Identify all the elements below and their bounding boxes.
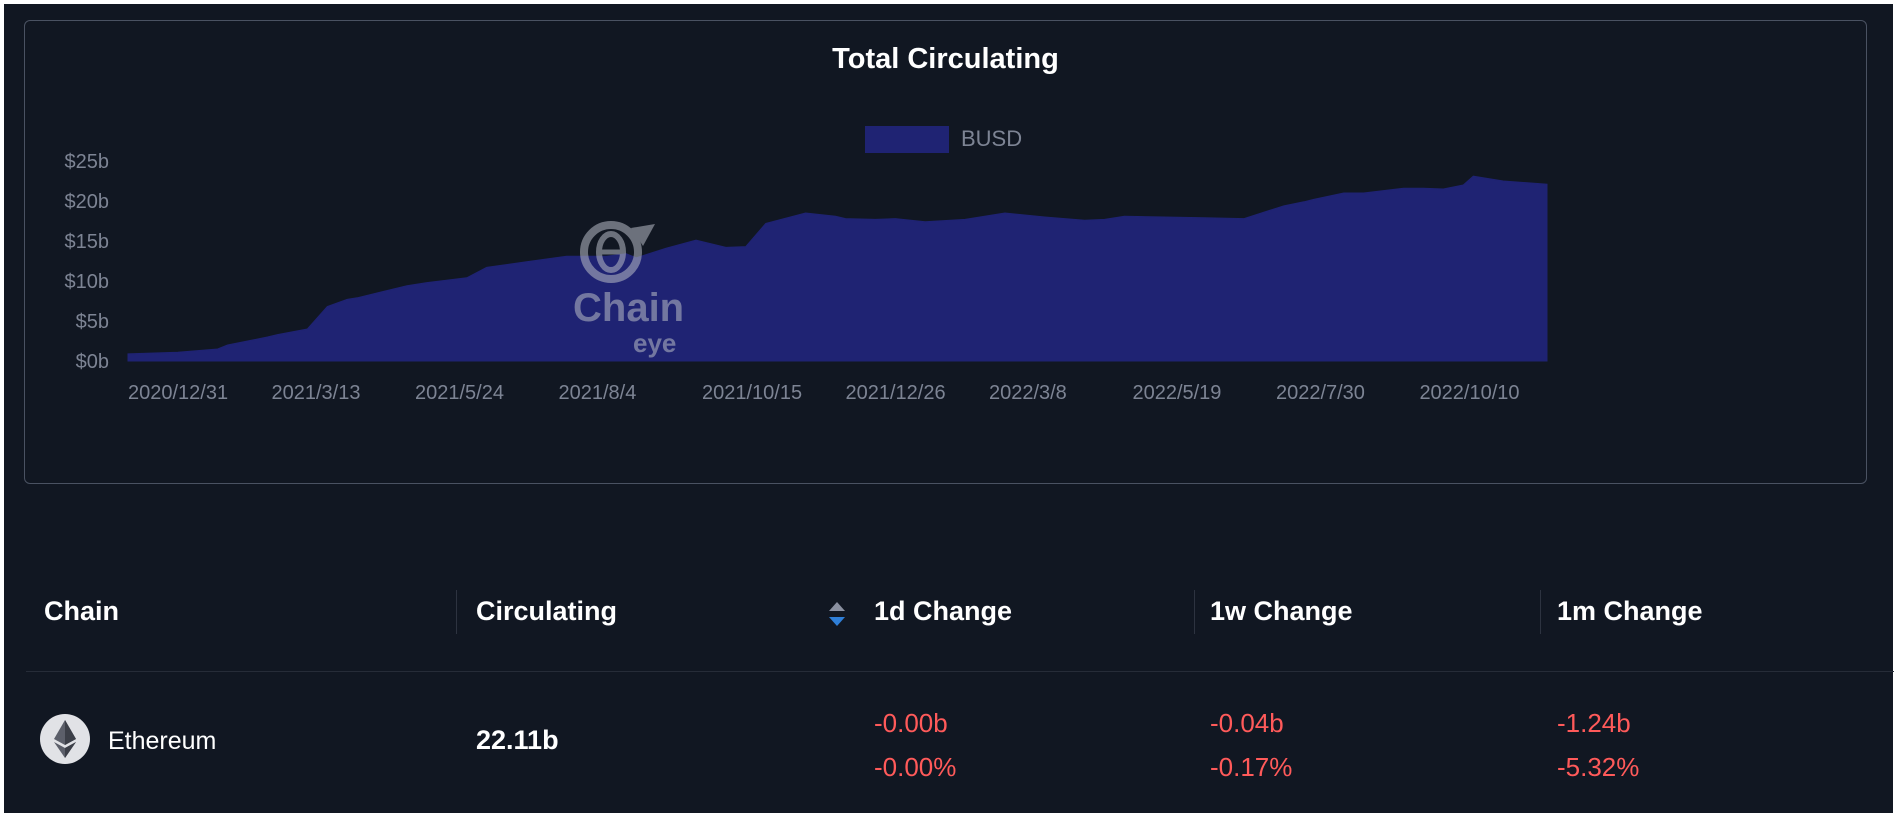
x-tick-label: 2022/10/10: [1419, 382, 1519, 404]
y-tick-label: $15b: [65, 231, 110, 253]
y-tick-label: $25b: [65, 151, 110, 173]
circulating-value: 22.11b: [476, 725, 559, 755]
x-tick-label: 2022/3/8: [989, 382, 1067, 404]
y-tick-label: $0b: [76, 351, 109, 373]
change-1m-abs: -1.24b: [1557, 708, 1631, 738]
watermark-subtext: eye: [633, 328, 677, 358]
table-header-divider: [26, 671, 1894, 672]
chain-name[interactable]: Ethereum: [108, 727, 217, 755]
chaineye-logo-icon: [580, 221, 655, 283]
header-divider: [1540, 590, 1541, 634]
legend-label-busd: BUSD: [961, 126, 1023, 151]
x-tick-label: 2021/10/15: [702, 382, 802, 404]
x-tick-label: 2022/7/30: [1276, 382, 1365, 404]
y-tick-label: $10b: [65, 271, 110, 293]
y-tick-label: $20b: [65, 191, 110, 213]
header-chain[interactable]: Chain: [44, 596, 120, 626]
total-circulating-chart: Total Circulating BUSD $0b $5b $10b $15b $20…: [24, 20, 1867, 484]
header-circulating[interactable]: Circulating: [476, 596, 618, 626]
x-tick-label: 2021/8/4: [558, 382, 636, 404]
header-divider: [456, 590, 457, 634]
x-tick-label: 2021/3/13: [271, 382, 360, 404]
chaineye-watermark: Chain eye: [573, 216, 703, 376]
legend-swatch-busd: [865, 125, 949, 153]
change-1m-pct: -5.32%: [1557, 752, 1640, 782]
x-tick-label: 2021/5/24: [415, 382, 504, 404]
change-1w-pct: -0.17%: [1210, 752, 1293, 782]
change-1w-abs: -0.04b: [1210, 708, 1284, 738]
area-chart-svg[interactable]: $0b $5b $10b $15b $20b $25b 2020/12/31 2021/3/1…: [25, 21, 1868, 485]
x-tick-label: 2020/12/31: [128, 382, 228, 404]
y-tick-label: $5b: [76, 311, 109, 333]
change-1d-pct: -0.00%: [874, 752, 957, 782]
header-divider: [1194, 590, 1195, 634]
series-area-busd[interactable]: [127, 175, 1548, 362]
page-frame: Total Circulating BUSD $0b $5b $10b $15b $20…: [4, 4, 1894, 813]
x-tick-label: 2022/5/19: [1132, 382, 1221, 404]
sort-icon[interactable]: [826, 598, 848, 630]
x-tick-label: 2021/12/26: [845, 382, 945, 404]
header-1d-change[interactable]: 1d Change: [874, 596, 1013, 626]
change-1d-abs: -0.00b: [874, 708, 948, 738]
header-1m-change[interactable]: 1m Change: [1557, 596, 1703, 626]
ethereum-icon: [40, 714, 90, 764]
header-1w-change[interactable]: 1w Change: [1210, 596, 1353, 626]
chart-title: Total Circulating: [832, 43, 1059, 75]
watermark-text: Chain: [573, 286, 685, 330]
chart-legend[interactable]: BUSD: [865, 124, 1022, 154]
